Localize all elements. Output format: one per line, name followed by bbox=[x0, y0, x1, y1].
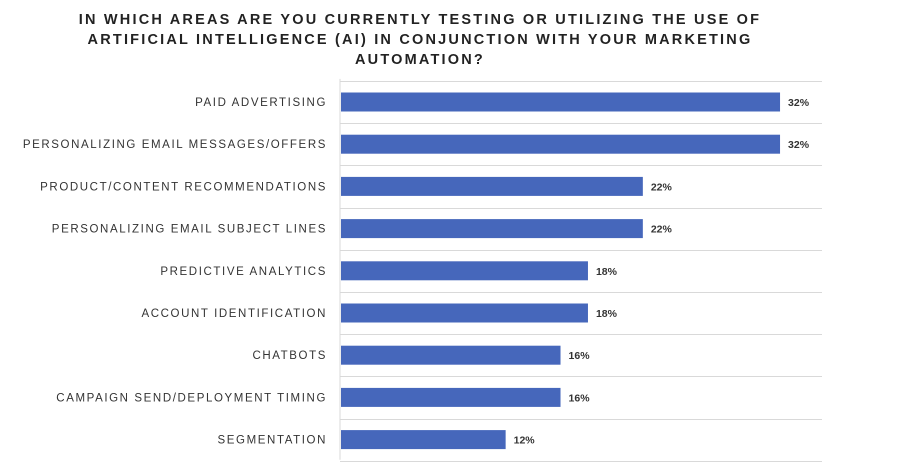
category-label: SEGMENTATION bbox=[218, 435, 328, 447]
value-label: 16% bbox=[569, 350, 591, 362]
bar bbox=[341, 92, 781, 112]
value-label: 22% bbox=[651, 181, 673, 193]
grid-lines bbox=[339, 78, 822, 462]
bar bbox=[341, 430, 506, 450]
bar bbox=[341, 176, 643, 196]
chart-title-line-3: AUTOMATION? bbox=[355, 52, 485, 68]
category-label: PREDICTIVE ANALYTICS bbox=[160, 266, 327, 278]
category-label: PRODUCT/CONTENT RECOMMENDATIONS bbox=[40, 181, 327, 193]
value-label: 32% bbox=[788, 139, 810, 151]
value-label: 16% bbox=[569, 392, 591, 404]
category-labels: PAID ADVERTISING PERSONALIZING EMAIL MESS… bbox=[23, 97, 328, 447]
category-label: PAID ADVERTISING bbox=[195, 97, 327, 109]
bar bbox=[341, 134, 781, 154]
category-label: PERSONALIZING EMAIL SUBJECT LINES bbox=[52, 224, 327, 236]
bar bbox=[341, 387, 561, 407]
category-label: PERSONALIZING EMAIL MESSAGES/OFFERS bbox=[23, 139, 327, 151]
chart-title: IN WHICH AREAS ARE YOU CURRENTLY TESTING… bbox=[60, 10, 780, 70]
chart-title-line-1: IN WHICH AREAS ARE YOU CURRENTLY TESTING… bbox=[78, 12, 762, 28]
value-label: 22% bbox=[651, 224, 673, 236]
bar bbox=[341, 219, 643, 239]
value-label: 32% bbox=[788, 97, 810, 109]
bar bbox=[341, 261, 588, 281]
category-label: CHATBOTS bbox=[252, 350, 327, 362]
bars bbox=[341, 92, 781, 450]
chart-title-line-2: ARTIFICIAL INTELLIGENCE (AI) IN CONJUNCT… bbox=[87, 32, 753, 48]
category-label: CAMPAIGN SEND/DEPLOYMENT TIMING bbox=[56, 392, 327, 404]
value-label: 18% bbox=[596, 266, 618, 278]
value-labels: 32% 32% 22% 22% 18% 18% 16% 16% 12% bbox=[514, 97, 810, 447]
value-label: 18% bbox=[596, 308, 618, 320]
value-label: 12% bbox=[514, 435, 536, 447]
bar bbox=[341, 345, 561, 365]
bar bbox=[341, 303, 588, 323]
category-label: ACCOUNT IDENTIFICATION bbox=[141, 308, 327, 320]
